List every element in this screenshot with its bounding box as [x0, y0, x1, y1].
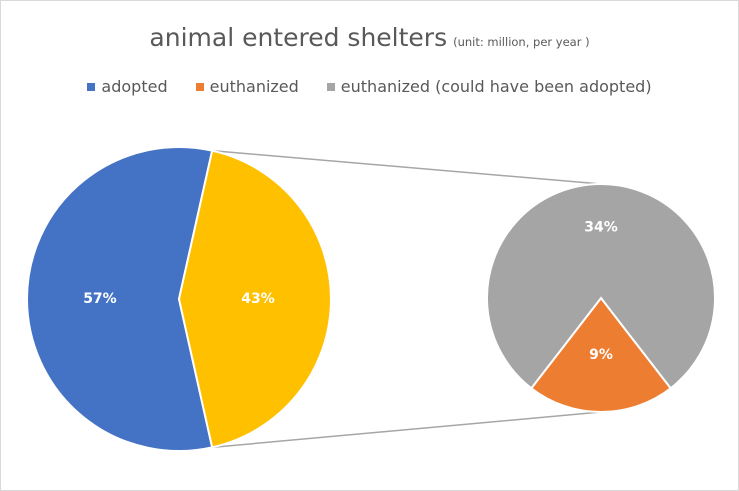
- legend-item-euthanized: euthanized: [195, 77, 299, 96]
- slice-adopted: [26, 146, 214, 452]
- chart-title-block: animal entered shelters (unit: million, p…: [1, 23, 738, 52]
- legend: adopted euthanized euthanized (could hav…: [1, 77, 738, 96]
- legend-item-euthanized-could-have-been-adopted: euthanized (could have been adopted): [326, 77, 652, 96]
- secondary-slice-euthanized-could-have-been-adopted: [486, 183, 716, 390]
- connector-lines: [212, 149, 602, 449]
- slice-label-euthanized-total: 43%: [241, 291, 275, 307]
- chart-title: animal entered shelters: [149, 23, 448, 52]
- legend-swatch-euthanized: [195, 82, 204, 91]
- legend-swatch-euthanized-could-have-been-adopted: [326, 82, 335, 91]
- primary-pie: 57% 43%: [26, 146, 332, 452]
- secondary-slice-label-euthanized: 9%: [589, 347, 613, 363]
- legend-label-euthanized-could-have-been-adopted: euthanized (could have been adopted): [340, 77, 652, 96]
- slice-euthanized-total: [177, 149, 332, 449]
- chart-subtitle: (unit: million, per year ): [453, 35, 590, 49]
- legend-item-adopted: adopted: [87, 77, 168, 96]
- legend-swatch-adopted: [87, 82, 96, 91]
- secondary-slice-label-euthanized-could-have-been-adopted: 34%: [584, 219, 618, 235]
- connector-line-top: [212, 149, 602, 185]
- secondary-slice-euthanized: [529, 296, 673, 413]
- legend-label-adopted: adopted: [101, 77, 168, 96]
- connector-line-bottom: [212, 411, 602, 449]
- legend-label-euthanized: euthanized: [209, 77, 299, 96]
- secondary-pie: 9% 34%: [486, 183, 716, 413]
- slice-label-adopted: 57%: [83, 291, 117, 307]
